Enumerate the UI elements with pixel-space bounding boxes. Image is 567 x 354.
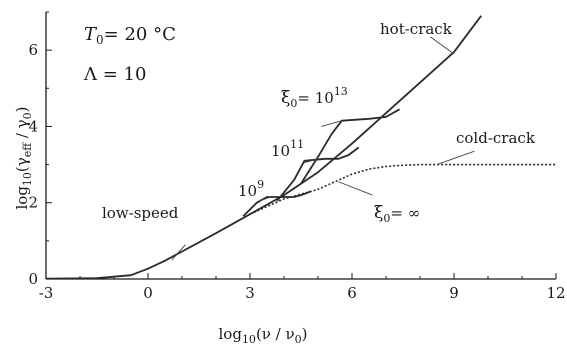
x-axis-title-end: ) [302, 325, 308, 343]
xi-inf-label: ξ0= ∞ [374, 203, 420, 225]
axes [45, 12, 556, 280]
y-tick-label: 4 [28, 117, 38, 135]
label-10-11-leader [304, 158, 319, 164]
label-10-9-exponent: 9 [257, 178, 264, 191]
x-axis-title: log10(ν / ν0) [219, 325, 308, 346]
y-axis-title-sub3: 0 [21, 112, 34, 119]
x-tick-label: 0 [143, 284, 153, 302]
tick-marks [45, 11, 557, 280]
y-axis-title-end: ) [13, 106, 31, 112]
xi-inf-leader [338, 181, 373, 196]
curves [45, 15, 556, 280]
param-temperature: T0= 20 °C [84, 24, 176, 47]
y-axis-title-eff: eff [21, 142, 34, 158]
curve-xi-1e13 [300, 108, 401, 185]
y-tick-label: 2 [28, 194, 38, 212]
y-axis-title-log: log [13, 186, 31, 210]
annotation-leaders [171, 36, 475, 261]
label-10-9: 109 [238, 178, 264, 200]
y-axis-title-sub: 10 [21, 172, 34, 186]
curve-xi-1e11 [276, 146, 360, 202]
curve-xi-1e9 [242, 190, 312, 217]
label-10-11-exponent: 11 [290, 138, 304, 151]
xi-13-symbol: ξ [281, 88, 290, 108]
y-axis-title-gamma: (γ [13, 157, 31, 172]
y-axis-title-over: / γ [13, 119, 31, 143]
x-axis-title-sub: 10 [242, 333, 256, 346]
xi-13-leader [321, 120, 342, 127]
xi-inf-symbol: ξ [374, 203, 383, 223]
hot-crack-leader [429, 36, 455, 55]
low-speed-label: low-speed [102, 204, 179, 222]
xi-13-equals: = 10 [297, 89, 333, 107]
x-tick-label: -3 [39, 284, 54, 302]
xi-inf-value: = ∞ [390, 204, 420, 222]
param-temperature-value: = 20 °C [104, 24, 176, 45]
xi-inf-subscript: 0 [383, 212, 390, 225]
x-axis-title-log: log [219, 325, 243, 343]
x-axis-title-sub2: 0 [295, 333, 302, 346]
xi-13-exponent: 13 [334, 85, 348, 98]
y-tick-label: 6 [28, 41, 38, 59]
xi-13-label: ξ0= 1013 [281, 85, 348, 110]
cold-crack-label: cold-crack [456, 129, 536, 147]
cold-crack-leader [436, 150, 475, 165]
label-10-9-base: 10 [238, 182, 257, 200]
param-temperature-subscript: 0 [96, 33, 104, 47]
label-10-11-base: 10 [271, 142, 290, 160]
hot-crack-label: hot-crack [380, 20, 453, 38]
x-tick-label: 12 [546, 284, 565, 302]
x-tick-label: 3 [245, 284, 255, 302]
y-axis-title: log10(γeff / γ0) [13, 106, 34, 209]
x-axis-title-var: (ν / ν [256, 325, 295, 343]
label-10-9-leader [260, 196, 271, 202]
y-tick-label: 0 [28, 270, 38, 288]
master-curve [45, 15, 482, 280]
label-10-11: 1011 [271, 138, 304, 160]
x-tick-label: 6 [347, 284, 357, 302]
cold-crack-curve [249, 163, 556, 215]
xi-13-subscript: 0 [290, 97, 297, 110]
x-tick-label: 9 [449, 284, 459, 302]
low-speed-leader [171, 244, 186, 261]
param-temperature-symbol: T [84, 24, 98, 45]
param-lambda: Λ = 10 [83, 64, 146, 85]
